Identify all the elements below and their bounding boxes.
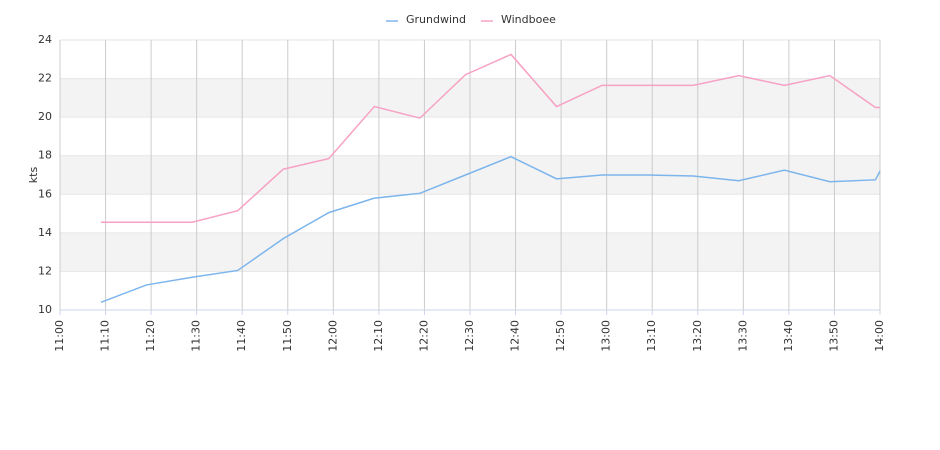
x-tick-label: 12:10 (372, 320, 385, 352)
x-tick-label: 12:30 (463, 320, 476, 352)
x-tick-label: 13:10 (645, 320, 658, 352)
x-tick-label: 13:00 (600, 320, 613, 352)
series-line (101, 53, 880, 223)
y-tick-label: 22 (38, 72, 52, 85)
series-line (100, 155, 881, 303)
x-tick-label: 11:20 (144, 320, 157, 352)
y-axis-label: kts (27, 167, 40, 184)
y-tick-label: 10 (38, 303, 52, 316)
y-tick-label: 20 (38, 110, 52, 123)
x-tick-label: 11:00 (53, 320, 66, 352)
x-tick-label: 12:50 (554, 320, 567, 352)
x-tick-label: 13:50 (827, 320, 840, 352)
x-tick-label: 12:40 (509, 320, 522, 352)
x-tick-label: 13:20 (691, 320, 704, 352)
x-tick-label: 12:00 (326, 320, 339, 352)
x-tick-label: 12:20 (417, 320, 430, 352)
y-tick-label: 16 (38, 187, 52, 200)
x-tick-label: 11:30 (190, 320, 203, 352)
y-tick-label: 14 (38, 226, 52, 239)
x-tick-label: 13:40 (782, 320, 795, 352)
legend-label[interactable]: Grundwind (406, 13, 466, 26)
x-tick-label: 14:00 (873, 320, 886, 352)
x-tick-label: 11:50 (281, 320, 294, 352)
x-tick-label: 11:40 (235, 320, 248, 352)
y-tick-label: 24 (38, 33, 52, 46)
x-tick-label: 13:30 (736, 320, 749, 352)
x-tick-label: 11:10 (99, 320, 112, 352)
legend-label[interactable]: Windboee (501, 13, 556, 26)
y-tick-label: 12 (38, 264, 52, 277)
y-tick-label: 18 (38, 149, 52, 162)
